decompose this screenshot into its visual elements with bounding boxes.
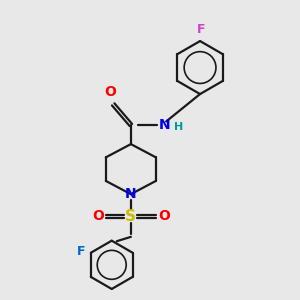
Text: F: F: [197, 23, 206, 36]
Text: O: O: [158, 209, 170, 223]
Text: F: F: [76, 245, 85, 258]
Text: H: H: [174, 122, 183, 132]
Text: N: N: [159, 118, 170, 132]
Text: S: S: [125, 209, 136, 224]
Text: N: N: [125, 187, 137, 201]
Text: O: O: [104, 85, 116, 99]
Text: O: O: [92, 209, 104, 223]
